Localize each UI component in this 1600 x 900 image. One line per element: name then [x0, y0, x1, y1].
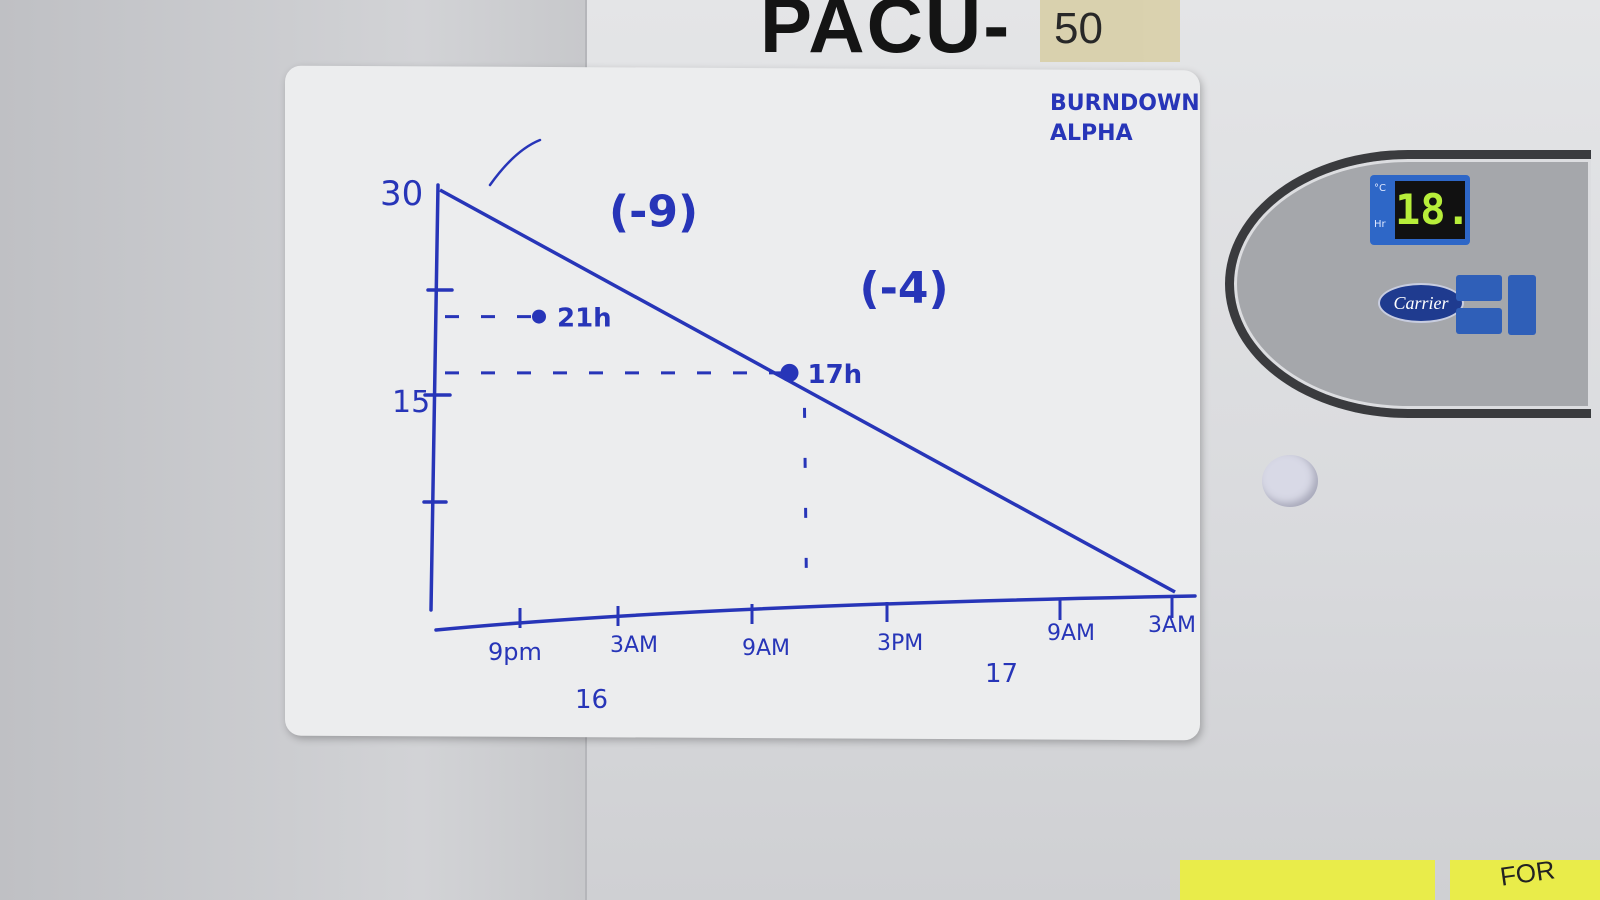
data-point	[780, 363, 799, 382]
point-label: 21h	[557, 304, 612, 334]
magnet	[1262, 455, 1318, 507]
sticky-note-2	[1450, 860, 1600, 900]
y-tick-label: 30	[380, 174, 423, 214]
sticky-note	[1180, 860, 1435, 900]
day-label: 17	[985, 659, 1018, 689]
x-tick-label: 3AM	[610, 633, 658, 658]
point-label: 17h	[808, 360, 863, 390]
chart-title: BURNDOWN ALPHA	[1050, 91, 1200, 146]
ideal-burndown-line	[439, 188, 1176, 594]
x-tick-label: 9pm	[488, 638, 542, 666]
chart-title-line2: ALPHA	[1050, 121, 1133, 146]
x-axis	[434, 594, 1197, 632]
x-tick-label: 3PM	[877, 631, 923, 656]
mode-button[interactable]	[1456, 275, 1502, 301]
chart-title-line1: BURNDOWN	[1050, 91, 1200, 116]
temp-button[interactable]	[1508, 275, 1536, 335]
x-tick-label: 9AM	[1047, 621, 1095, 646]
delta-label: (-9)	[609, 187, 698, 238]
display-readout: 18.	[1395, 181, 1471, 239]
temperature-display: °C Hr 18.	[1370, 175, 1471, 245]
data-point	[532, 309, 546, 324]
day-label: 16	[575, 685, 608, 715]
x-tick-label: 9AM	[742, 636, 790, 661]
tape-label: 50	[1040, 0, 1180, 62]
stray-stroke	[488, 138, 542, 187]
delta-label: (-4)	[860, 263, 949, 314]
y-axis	[429, 183, 440, 612]
y-tick-label: 15	[392, 385, 430, 420]
air-sweep-button[interactable]	[1456, 308, 1502, 334]
tape-text: 50	[1054, 4, 1103, 53]
y-axis-ticks	[422, 288, 454, 504]
hour-label: Hr	[1374, 219, 1386, 230]
brand-logo: Carrier	[1378, 283, 1464, 323]
guide-line-vertical	[803, 407, 808, 591]
x-tick-label: 3AM	[1148, 613, 1196, 638]
celsius-label: °C	[1374, 183, 1386, 194]
unit-label: PACU-	[760, 0, 1012, 69]
